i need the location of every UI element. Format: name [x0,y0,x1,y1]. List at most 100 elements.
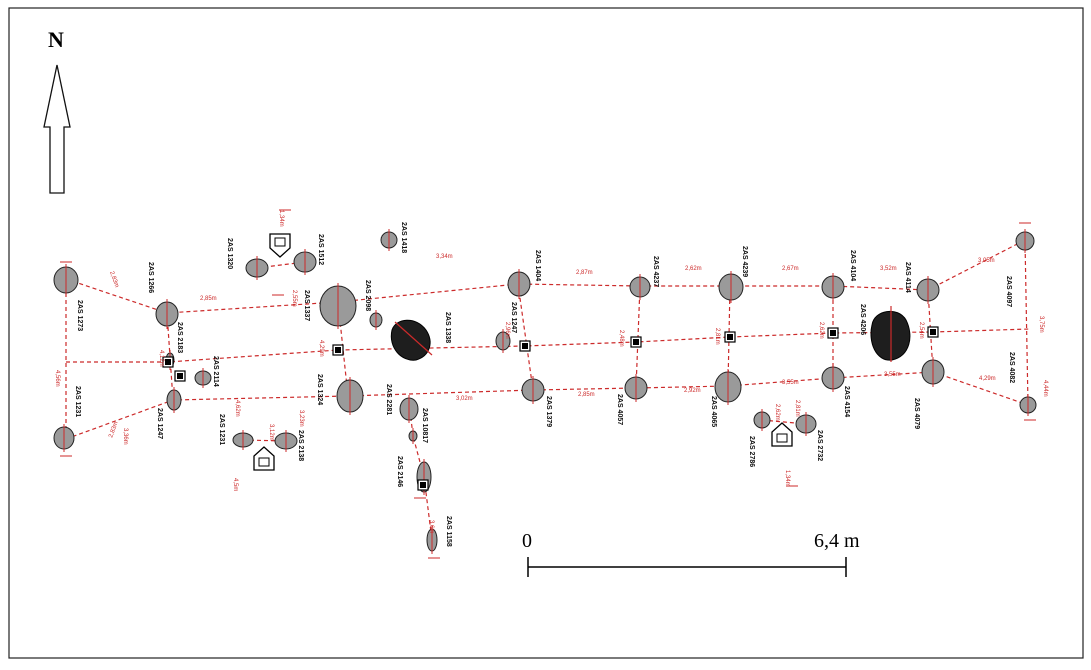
posthole: 2AS 2138 [274,430,304,461]
posthole-label: 2AS 1512 [317,234,324,265]
posthole-label: 2AS 1404 [534,250,541,281]
posthole-label: 2AS 2138 [297,430,304,461]
distance-label: 4,56m [54,370,60,387]
distance-label: 4,12m [158,350,164,367]
posthole-label: 2AS 1247 [510,302,517,333]
posthole-label: 2AS 1320 [226,238,233,269]
posthole-label: 2AS 1324 [316,374,323,405]
posthole-label: 2AS 4237 [652,256,659,287]
distance-label: 3,55m [782,380,799,386]
distance-label: 3,02m [456,396,473,402]
pentagon-marker [269,233,291,258]
distance-label: 3,6m [428,520,434,533]
posthole-label: 2AS 2281 [385,384,392,415]
posthole-label: 2AS 4154 [843,386,850,417]
scale-start-label: 0 [522,530,532,552]
figure-border [8,7,1084,659]
distance-label: 2,55m [291,290,297,307]
stake-marker-fill [522,343,528,349]
posthole-label: 2AS 4079 [913,398,920,429]
pit: 2AS 4206 [859,304,911,362]
distance-label: 4,29m [979,376,996,382]
distance-label: 4,5m [232,478,238,491]
stake-marker [724,331,736,343]
posthole-label: 2AS 1273 [76,300,83,331]
stake-marker-fill [830,330,836,336]
posthole-label: 2AS 1158 [445,516,452,547]
distance-label: 1,34m [784,470,790,487]
east-end-line [1024,239,1029,406]
distance-label: 4,29m [318,340,324,357]
posthole: 2AS 4065 [710,369,742,427]
distance-label: 3,52m [880,266,897,272]
posthole-label: 2AS 1247 [156,408,163,439]
stake-markers [162,326,939,491]
posthole-label: 2AS 2098 [364,280,371,311]
cross-line [409,409,433,541]
distance-label: 3,34m [436,254,453,260]
stake-marker [630,336,642,348]
distance-label: 3,12m [268,424,274,441]
pentagon-inner [258,457,270,467]
distance-label: 3,05m [978,258,995,264]
distance-labels: 2,83m 2,83m 4,56m 4,12m 3,36m 2,85m 2,55m 3,12m… [54,210,1048,533]
posthole-label: 2AS 2786 [748,436,755,467]
posthole-label: 2AS 1337 [303,290,310,321]
posthole-label: 2AS 1418 [400,222,407,253]
posthole: 2AS 4082 [1008,352,1037,416]
measurement-lines [65,239,1031,541]
posthole-label: 2AS 4114 [904,262,911,293]
posthole-label: 2AS 4082 [1008,352,1015,383]
posthole: 2AS 4104 [821,250,856,301]
posthole: 2AS 1231 [218,414,254,450]
posthole: 2AS 2732 [795,412,823,461]
distance-label: 4,44m [1042,380,1048,397]
posthole: 2AS 1231 [53,386,81,452]
posthole: 2AS 4114 [904,262,940,304]
pit-axis [394,321,433,356]
posthole-label: 2AS 1266 [147,262,154,293]
posthole-label: 2AS 4097 [1005,276,1012,307]
pits: 2AS 1338 2AS 4206 [390,304,911,362]
pentagon-markers [253,233,793,471]
measurement-brackets [60,209,1036,559]
posthole: 2AS 1512 [293,234,324,275]
distance-label: 3,75m [1038,316,1044,333]
posthole-label: 2AS 1231 [218,414,225,445]
stake-marker [174,370,186,382]
posthole: 2AS 2114 [194,356,219,388]
posthole: 2AS 4154 [821,364,850,417]
distance-label: 2,62m [774,404,780,421]
distance-label: 2,85m [200,296,217,302]
stake-marker [162,356,174,368]
posthole-label: 2AS 1231 [74,386,81,417]
posthole-label: 2AS 2732 [816,430,823,461]
distance-label: 1,34m [278,210,284,227]
posthole: 2AS 1273 [53,264,83,331]
posthole: 2AS 1404 [507,250,541,299]
pit-shape [390,319,431,361]
posthole: 2AS 4237 [629,256,659,300]
posthole-label: 2AS 2114 [212,356,219,387]
posthole-label: 2AS 1379 [545,396,552,427]
distance-label: 3,23m [298,410,304,427]
posthole: 2AS 1320 [226,238,269,280]
stake-marker-fill [420,482,426,488]
posthole: 2AS 2786 [748,409,771,467]
pentagon-inner [274,237,286,247]
distance-label: 2,83m [108,421,119,439]
posthole-label: 2AS 10817 [421,408,428,443]
posthole: 2AS 4239 [718,246,748,303]
posthole: 2AS 2098 [364,280,383,330]
distance-label: 2,62m [818,322,824,339]
posthole: 2AS 2281 [385,384,419,423]
north-wall-line [65,239,1026,314]
distance-label: 2,48m [618,330,624,347]
stake-marker [417,479,429,491]
pentagon-marker [253,446,275,471]
north-arrow: N [43,27,71,194]
distance-label: 2,81m [794,400,800,417]
posthole: 2AS 1337 [303,283,357,329]
distance-label: 3,36m [122,428,128,445]
